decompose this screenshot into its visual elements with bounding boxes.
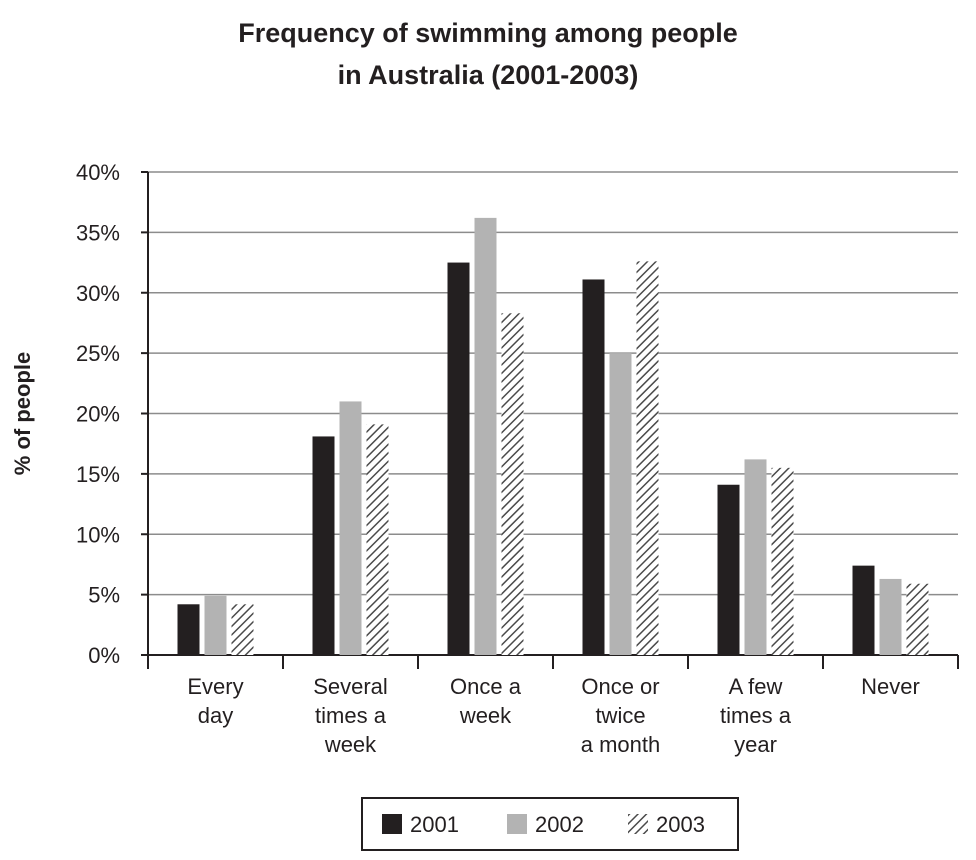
legend-label-2002: 2002 xyxy=(535,812,584,837)
chart-title-line-1: Frequency of swimming among people xyxy=(238,18,738,48)
x-category-label: day xyxy=(198,703,233,728)
bar-2001 xyxy=(447,262,470,655)
bar-2001 xyxy=(177,604,200,655)
bar-2003 xyxy=(906,583,929,655)
x-category-label: A few xyxy=(729,674,783,699)
legend-label-2001: 2001 xyxy=(410,812,459,837)
bar-2002 xyxy=(609,353,632,655)
x-category-label: Every xyxy=(187,674,243,699)
bar-2002 xyxy=(204,595,227,655)
x-category-label: a month xyxy=(581,732,661,757)
bar-2002 xyxy=(879,578,902,655)
bar-2003 xyxy=(501,313,524,655)
x-category-label: week xyxy=(324,732,377,757)
bar-2002 xyxy=(474,217,497,655)
bar-2001 xyxy=(582,279,605,655)
bar-2003 xyxy=(366,424,389,655)
chart-title-line-2: in Australia (2001-2003) xyxy=(337,60,639,90)
x-category-label: twice xyxy=(595,703,645,728)
y-tick-label: 40% xyxy=(76,160,120,185)
x-category-label: Several xyxy=(313,674,388,699)
bar-2003 xyxy=(231,604,254,655)
legend-swatch-2003 xyxy=(628,814,648,834)
y-tick-label: 30% xyxy=(76,281,120,306)
bar-2003 xyxy=(636,261,659,655)
legend-swatch-2002 xyxy=(507,814,527,834)
y-tick-label: 20% xyxy=(76,402,120,427)
x-category-label: Once a xyxy=(450,674,522,699)
y-tick-label: 15% xyxy=(76,462,120,487)
x-category-label: times a xyxy=(315,703,387,728)
bar-2003 xyxy=(771,467,794,655)
y-tick-label: 35% xyxy=(76,220,120,245)
y-tick-label: 0% xyxy=(88,643,120,668)
bar-2002 xyxy=(339,401,362,655)
x-category-label: Never xyxy=(861,674,920,699)
legend-label-2003: 2003 xyxy=(656,812,705,837)
bar-2001 xyxy=(312,436,335,655)
x-category-label: times a xyxy=(720,703,792,728)
y-tick-label: 10% xyxy=(76,522,120,547)
bar-2001 xyxy=(717,484,740,655)
legend-box xyxy=(361,797,739,851)
x-category-label: Once or xyxy=(581,674,659,699)
y-axis-label: % of people xyxy=(10,352,35,475)
bar-2002 xyxy=(744,459,767,655)
bar-2001 xyxy=(852,565,875,655)
legend-swatch-2001 xyxy=(382,814,402,834)
y-tick-label: 5% xyxy=(88,583,120,608)
y-tick-label: 25% xyxy=(76,341,120,366)
x-category-label: week xyxy=(459,703,512,728)
x-category-label: year xyxy=(734,732,777,757)
